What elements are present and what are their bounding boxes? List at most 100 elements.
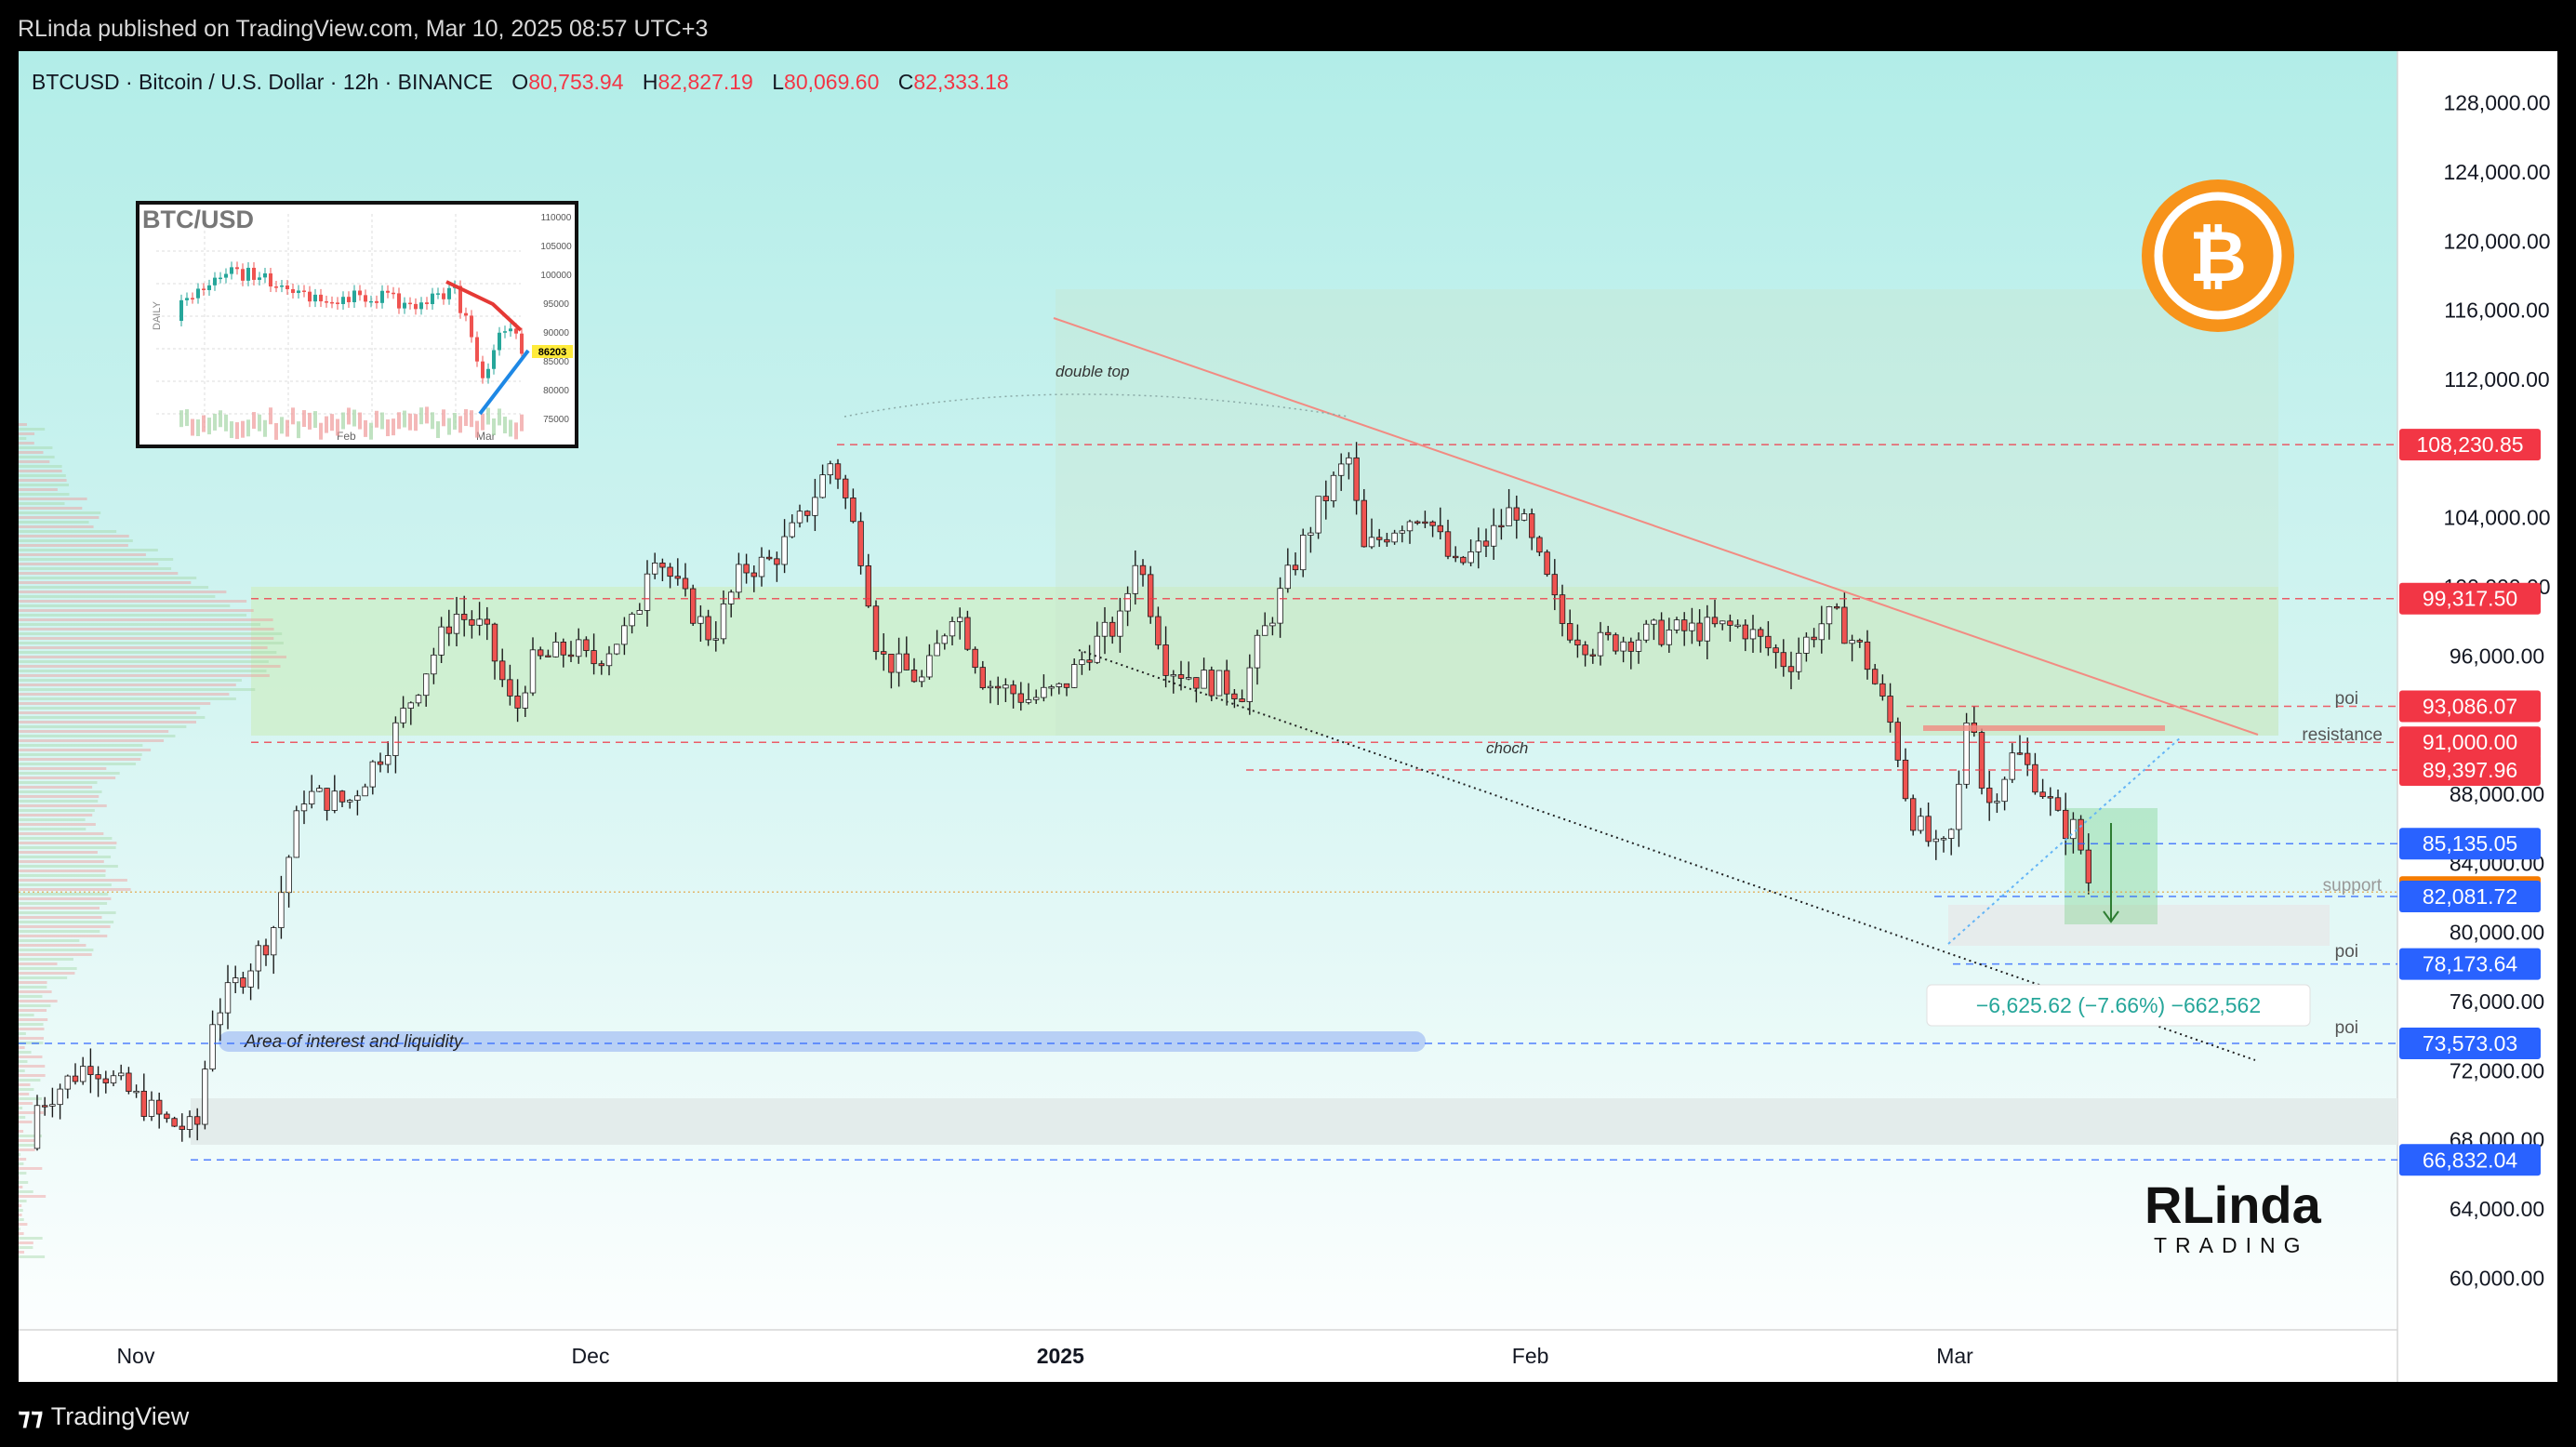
volume-profile-bar [19, 883, 112, 886]
inset-candle-body [224, 273, 228, 278]
inset-candle-body [207, 285, 211, 290]
descending-trendline[interactable] [1053, 317, 2259, 736]
candle-body [232, 977, 239, 984]
volume-profile-bar [19, 470, 62, 472]
inset-candle-body [514, 328, 518, 334]
price-level-text: 78,173.64 [2423, 952, 2518, 976]
candle-body [262, 945, 270, 956]
volume-profile-bar [19, 1167, 43, 1170]
candle-body [1391, 532, 1398, 543]
candle-body [240, 977, 246, 988]
candle-body [514, 695, 521, 709]
volume-profile-bar [19, 1051, 32, 1054]
volume-profile-bar [19, 665, 281, 668]
poi-zone [1948, 905, 2330, 946]
svg-text:BTCUSD · Bitcoin / U.S. Dollar: BTCUSD · Bitcoin / U.S. Dollar · 12h · B… [32, 70, 1009, 94]
volume-profile-bar [19, 600, 247, 603]
volume-profile-bar [19, 907, 100, 909]
candle-body [903, 653, 910, 670]
volume-profile-bar [19, 842, 117, 844]
candle-body [1224, 670, 1230, 695]
volume-profile-bar [19, 544, 128, 547]
candle-body [1193, 677, 1200, 689]
volume-profile-bar [19, 618, 273, 621]
volume-profile-bar [19, 823, 96, 826]
volume-profile-bar [19, 725, 187, 728]
price-chart[interactable]: Area of interest and liquidity double to… [19, 51, 2557, 1382]
volume-profile-bar [19, 474, 66, 477]
inset-candle-body [274, 286, 278, 288]
candle-body [1787, 666, 1795, 672]
inset-candle-body [246, 267, 250, 281]
volume-profile-bar [19, 1116, 26, 1119]
volume-profile-bar [19, 1148, 35, 1151]
candle-body [1605, 631, 1612, 636]
resistance-label: resistance [2302, 725, 2383, 745]
volume-profile-bar [19, 874, 106, 877]
rlinda-logo-name: RLinda [2144, 1175, 2322, 1234]
volume-profile-bar [19, 962, 58, 965]
candle-body [1689, 622, 1695, 631]
candle-body [1773, 647, 1779, 654]
volume-profile-bar [19, 1046, 25, 1049]
candle-body [1841, 606, 1848, 644]
volume-profile-bar [19, 1172, 27, 1175]
candle-body [339, 790, 346, 803]
candle-body [1368, 537, 1375, 548]
volume-profile-bar [19, 1190, 33, 1193]
inset-candle-body [419, 302, 423, 310]
candle-body [1720, 620, 1726, 625]
volume-profile-bar [19, 623, 260, 626]
candle-body [1010, 684, 1016, 695]
volume-profile-bar [19, 558, 174, 561]
chart-area[interactable]: Area of interest and liquidity double to… [19, 51, 2557, 1382]
price-level-tag [2399, 880, 2541, 912]
price-level-tag [2399, 726, 2541, 759]
candle-body [1910, 798, 1917, 831]
volume-profile-bar [19, 735, 176, 737]
volume-profile-bar [19, 1097, 43, 1100]
candle-body [278, 892, 285, 928]
inset-month-feb: Feb [337, 430, 356, 443]
inset-volume-bar [319, 422, 323, 440]
candle-body [1033, 697, 1040, 700]
volume-profile-bar [19, 767, 107, 770]
inset-volume-bar [347, 407, 351, 425]
inset-month-mar: Mar [476, 430, 496, 443]
candle-body [1148, 574, 1154, 617]
candle-body [1482, 540, 1490, 547]
candle-body [1856, 640, 1863, 643]
candle-body [1384, 538, 1390, 543]
price-level-text: 99,317.50 [2423, 587, 2517, 611]
time-axis[interactable] [19, 1330, 2397, 1382]
volume-profile-bar [19, 1186, 23, 1188]
inset-candle-body [475, 337, 479, 362]
volume-profile-bar [19, 777, 116, 779]
inset-volume-bar [191, 418, 194, 436]
tradingview-brand[interactable]: ⁊⁊ TradingView [18, 1402, 190, 1430]
measure-text: −6,625.62 (−7.66%) −662,562 [1976, 993, 2261, 1017]
candle-body [507, 679, 513, 697]
inset-volume-bar [464, 409, 468, 427]
candle-body [1300, 535, 1307, 571]
volume-profile-bar [19, 567, 172, 570]
volume-profile-bar [19, 563, 159, 565]
candle-body [949, 621, 956, 637]
volume-profile-bar [19, 939, 80, 942]
candle-body [331, 790, 338, 811]
volume-profile-bar [19, 1204, 22, 1207]
candle-body [690, 588, 697, 624]
volume-profile-bar [19, 456, 55, 458]
volume-profile-bar [19, 935, 108, 937]
volume-profile-bar [19, 1223, 28, 1226]
symbol-legend[interactable]: BTCUSD · Bitcoin / U.S. Dollar · 12h · B… [32, 70, 1009, 94]
candle-body [1742, 624, 1748, 640]
price-level-tag [2399, 828, 2541, 860]
volume-profile-bar [19, 1209, 23, 1212]
poi-label-mid: poi [2335, 942, 2358, 962]
candle-body [1872, 669, 1879, 684]
inset-volume-bar [386, 419, 390, 437]
candle-body [896, 653, 902, 673]
y-tick-label: 88,000.00 [2450, 782, 2544, 806]
inset-candle-body [202, 288, 206, 290]
